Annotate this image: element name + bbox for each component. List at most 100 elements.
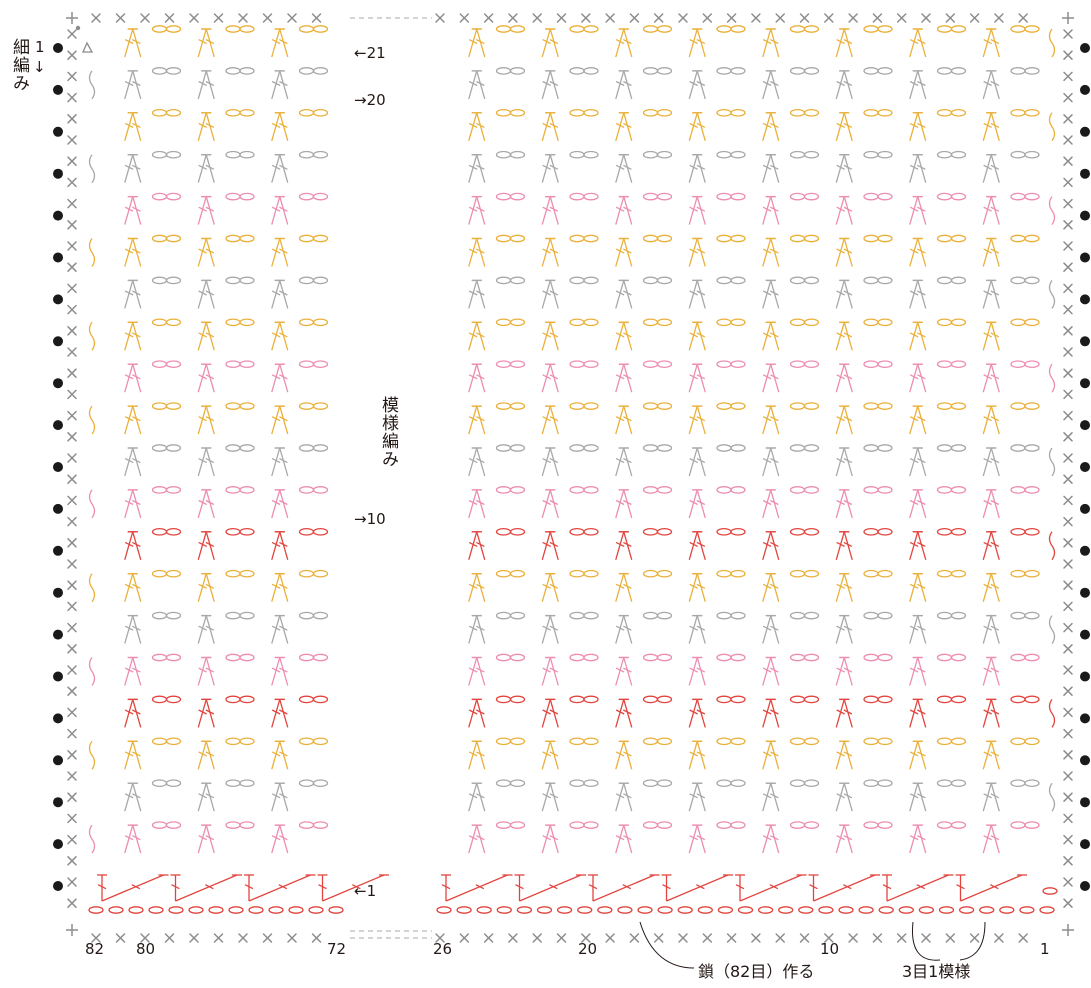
dc-stitch	[549, 783, 559, 812]
pattern-row-9	[124, 527, 1056, 561]
dc-stitch	[132, 280, 142, 309]
chain-stitch	[1010, 192, 1026, 201]
chain-stitch	[858, 906, 874, 914]
dc-stitch	[909, 783, 919, 812]
dc-stitch	[205, 783, 215, 812]
dc-stitch	[197, 70, 207, 100]
chain-stitch	[656, 150, 673, 159]
dc-stitch	[468, 573, 478, 602]
dc-stitch	[688, 154, 698, 183]
chain-stitch	[509, 318, 526, 327]
chain-stitch	[583, 444, 599, 452]
chain-stitch	[936, 150, 953, 159]
slip-stitch-dot-right	[1080, 168, 1090, 179]
dc-stitch	[549, 824, 559, 854]
dc-stitch	[205, 322, 215, 351]
pattern-row-16	[88, 234, 1040, 267]
edging-stitch-bottom	[945, 933, 956, 943]
chain-stitch	[188, 906, 204, 914]
leader-lines	[639, 921, 986, 969]
dc-stitch	[541, 238, 551, 267]
edging-stitch-bottom	[91, 933, 101, 943]
dc-stitch	[990, 112, 1000, 141]
chain-stitch	[569, 821, 585, 829]
chain-stitch	[656, 444, 673, 452]
dc-stitch	[476, 489, 486, 519]
chain-stitch	[1024, 821, 1040, 829]
dc-stitch	[623, 615, 633, 644]
dc-stitch	[476, 28, 486, 58]
chain-stitch	[151, 695, 168, 704]
chain-stitch	[642, 25, 659, 33]
pattern-row-13	[124, 360, 1056, 393]
dc-stitch	[197, 28, 207, 58]
dc-stitch	[982, 112, 992, 141]
chain-stitch	[151, 527, 168, 536]
edging-stitch-right	[1063, 114, 1073, 124]
dc-stitch	[205, 489, 215, 519]
dc-stitch	[271, 824, 281, 854]
chain-stitch	[936, 779, 953, 788]
chain-stitch	[583, 486, 599, 494]
dc-stitch	[770, 489, 780, 519]
dc-stitch	[592, 874, 655, 902]
dc-stitch	[762, 154, 772, 183]
dc-stitch	[549, 405, 559, 435]
edging-stitch-right	[1063, 29, 1073, 39]
dc-stitch	[990, 322, 1000, 351]
turning-chain	[88, 70, 96, 100]
chain-stitch	[877, 737, 893, 746]
chain-stitch	[225, 25, 241, 33]
chain-stitch	[730, 779, 746, 788]
dc-stitch	[468, 783, 478, 812]
dc-stitch	[541, 154, 551, 183]
column-label-82: 82	[85, 940, 105, 958]
dc-stitch	[468, 196, 478, 225]
chain-stitch	[737, 906, 754, 914]
chain-stitch	[730, 402, 746, 410]
edging-stitch-right	[1063, 538, 1073, 548]
pattern-repeat-label: 3目1模様	[902, 962, 971, 981]
edging-stitch-bottom	[751, 933, 761, 943]
dc-stitch	[271, 699, 281, 728]
edging-stitch-bottom	[287, 933, 297, 943]
chain-stitch	[730, 444, 746, 452]
column-label-26: 26	[433, 940, 453, 958]
dc-stitch	[468, 28, 478, 58]
chain-stitch	[1010, 402, 1026, 410]
dc-stitch	[197, 489, 207, 519]
edging-stitch-bottom	[605, 933, 615, 943]
chain-stitch	[803, 192, 820, 201]
dc-stitch	[696, 531, 706, 560]
edging-stitch-bottom	[678, 933, 688, 943]
chain-stitch	[165, 527, 182, 536]
dc-stitch	[917, 573, 927, 602]
dc-stitch	[909, 489, 919, 519]
dc-stitch	[549, 154, 559, 183]
dc-stitch	[541, 405, 551, 435]
dc-stitch	[175, 874, 238, 902]
dc-stitch	[770, 405, 780, 435]
slip-stitch-dot-left	[53, 126, 63, 137]
chain-stitch	[950, 234, 967, 243]
dc-stitch	[623, 447, 633, 477]
chain-stitch	[936, 318, 953, 327]
dc-stitch	[990, 405, 1000, 435]
edging-stitch-bottom	[969, 933, 980, 943]
edging-stitch-bottom	[581, 933, 591, 943]
edging-stitch-bottom	[213, 933, 224, 943]
dc-stitch	[197, 615, 207, 644]
chain-stitch	[583, 234, 599, 243]
dc-stitch	[541, 280, 551, 309]
dc-stitch	[549, 615, 559, 644]
edging-stitch-bottom	[435, 933, 445, 943]
dc-stitch	[468, 154, 478, 183]
chain-stitch	[936, 611, 953, 620]
chain-stitch	[495, 234, 512, 243]
dc-stitch	[623, 783, 633, 812]
chain-stitch	[789, 569, 806, 578]
chain-stitch	[165, 25, 182, 33]
dc-stitch	[279, 154, 289, 183]
slip-stitch-dot-right	[1080, 797, 1090, 808]
